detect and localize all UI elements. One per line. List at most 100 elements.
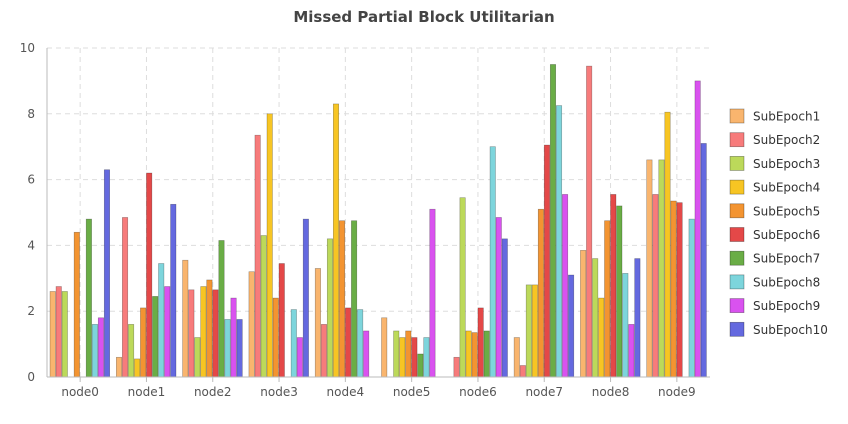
bar-subepoch1-node1 [116,356,123,378]
bar-subepoch5-node5 [405,330,412,378]
bar-subepoch3-node7 [525,284,532,378]
bar-subepoch8-node4 [357,309,364,378]
bar-subepoch10-node0 [103,169,110,378]
bar-subepoch3-node9 [658,159,665,378]
bar-subepoch3-node8 [592,258,599,378]
bar-subepoch6-node7 [543,144,550,378]
bar-subepoch6-node5 [411,337,418,378]
x-tick-label: node7 [525,385,563,399]
bar-subepoch2-node8 [586,65,593,378]
bar-subepoch9-node9 [694,80,701,378]
bar-subepoch2-node3 [254,134,261,378]
bar-subepoch1-node2 [182,259,189,378]
legend-label: SubEpoch8 [753,275,820,289]
x-tick-label: node9 [658,385,696,399]
bar-subepoch1-node3 [248,271,255,378]
chart-title: Missed Partial Block Utilitarian [293,8,554,26]
bar-subepoch7-node0 [85,218,92,378]
bar-subepoch5-node1 [140,307,147,378]
bar-subepoch5-node0 [73,231,80,378]
bar-subepoch9-node5 [429,208,436,378]
bar-subepoch6-node1 [146,172,153,378]
bar-subepoch4-node8 [598,297,605,378]
x-tick-label: node5 [393,385,431,399]
bar-subepoch4-node7 [531,284,538,378]
bar-subepoch5-node8 [604,220,611,378]
bar-subepoch10-node7 [568,274,575,378]
bar-subepoch10-node1 [170,203,177,378]
legend-label: SubEpoch6 [753,228,820,242]
y-tick-label: 10 [20,41,35,55]
bar-subepoch1-node4 [314,268,321,378]
bar-subepoch4-node1 [134,358,141,378]
bar-subepoch3-node0 [61,291,68,378]
legend-swatch [729,108,745,124]
bar-subepoch3-node4 [326,238,333,378]
x-tick-label: node3 [260,385,298,399]
x-tick-label: node4 [327,385,365,399]
bar-subepoch2-node4 [320,324,327,378]
legend-swatch [729,250,745,266]
legend-label: SubEpoch7 [753,252,820,266]
legend-swatch [729,132,745,148]
bar-subepoch8-node7 [556,105,563,378]
bar-subepoch1-node8 [580,250,587,378]
bar-subepoch6-node8 [610,194,617,378]
bar-subepoch10-node8 [634,258,641,378]
bar-subepoch4-node2 [200,286,207,378]
bar-subepoch8-node6 [489,146,496,378]
bar-subepoch1-node0 [49,291,56,378]
bar-subepoch9-node6 [495,217,502,378]
bar-subepoch9-node7 [562,194,569,378]
bar-subepoch9-node0 [97,317,104,378]
bar-subepoch2-node9 [652,194,659,378]
legend-swatch [729,274,745,290]
bar-subepoch5-node2 [206,279,213,378]
bar-subepoch6-node6 [477,307,484,378]
bar-subepoch5-node6 [471,332,478,378]
bar-subepoch3-node1 [128,324,135,378]
bar-subepoch9-node1 [164,286,171,378]
bar-subepoch1-node7 [513,337,520,378]
legend-label: SubEpoch1 [753,110,820,124]
bar-subepoch7-node7 [549,64,557,378]
legend-swatch [729,321,745,337]
bar-subepoch10-node9 [700,143,707,378]
x-tick-label: node0 [61,385,99,399]
legend-swatch [729,227,745,242]
bar-subepoch7-node8 [616,205,623,378]
x-axis-ticks: node0 node1 node2 node3 node4 node5 node6 node7… [61,377,696,399]
legend-label: SubEpoch4 [753,181,820,195]
bar-subepoch2-node0 [55,286,62,378]
y-tick-label: 6 [27,173,35,187]
y-tick-label: 0 [27,370,35,384]
legend-swatch [729,203,745,219]
x-tick-label: node1 [128,385,166,399]
legend-label: SubEpoch9 [753,299,820,313]
bar-subepoch5-node3 [272,297,279,378]
bar-subepoch3-node6 [459,197,466,378]
bar-subepoch4-node6 [465,330,472,378]
y-tick-label: 2 [27,304,35,318]
legend-label: SubEpoch10 [753,323,828,337]
bar-subepoch9-node4 [363,330,370,378]
bar-subepoch7-node4 [351,220,358,378]
legend-swatch [729,156,745,171]
bar-subepoch5-node7 [537,208,544,378]
legend-label: SubEpoch5 [753,204,820,218]
bar-subepoch8-node2 [224,319,231,378]
legend-swatch [729,179,745,195]
bar-subepoch2-node7 [519,365,526,378]
y-tick-label: 8 [27,107,35,121]
bar-subepoch1-node9 [646,159,653,378]
bar-subepoch6-node9 [676,202,683,378]
x-tick-label: node6 [459,385,497,399]
bar-subepoch9-node8 [628,324,635,378]
x-tick-label: node2 [194,385,232,399]
bar-subepoch4-node4 [332,103,340,378]
bar-subepoch4-node5 [399,337,406,378]
bar-subepoch9-node2 [230,297,237,378]
bar-subepoch4-node9 [664,111,671,378]
bar-subepoch8-node5 [423,337,430,378]
